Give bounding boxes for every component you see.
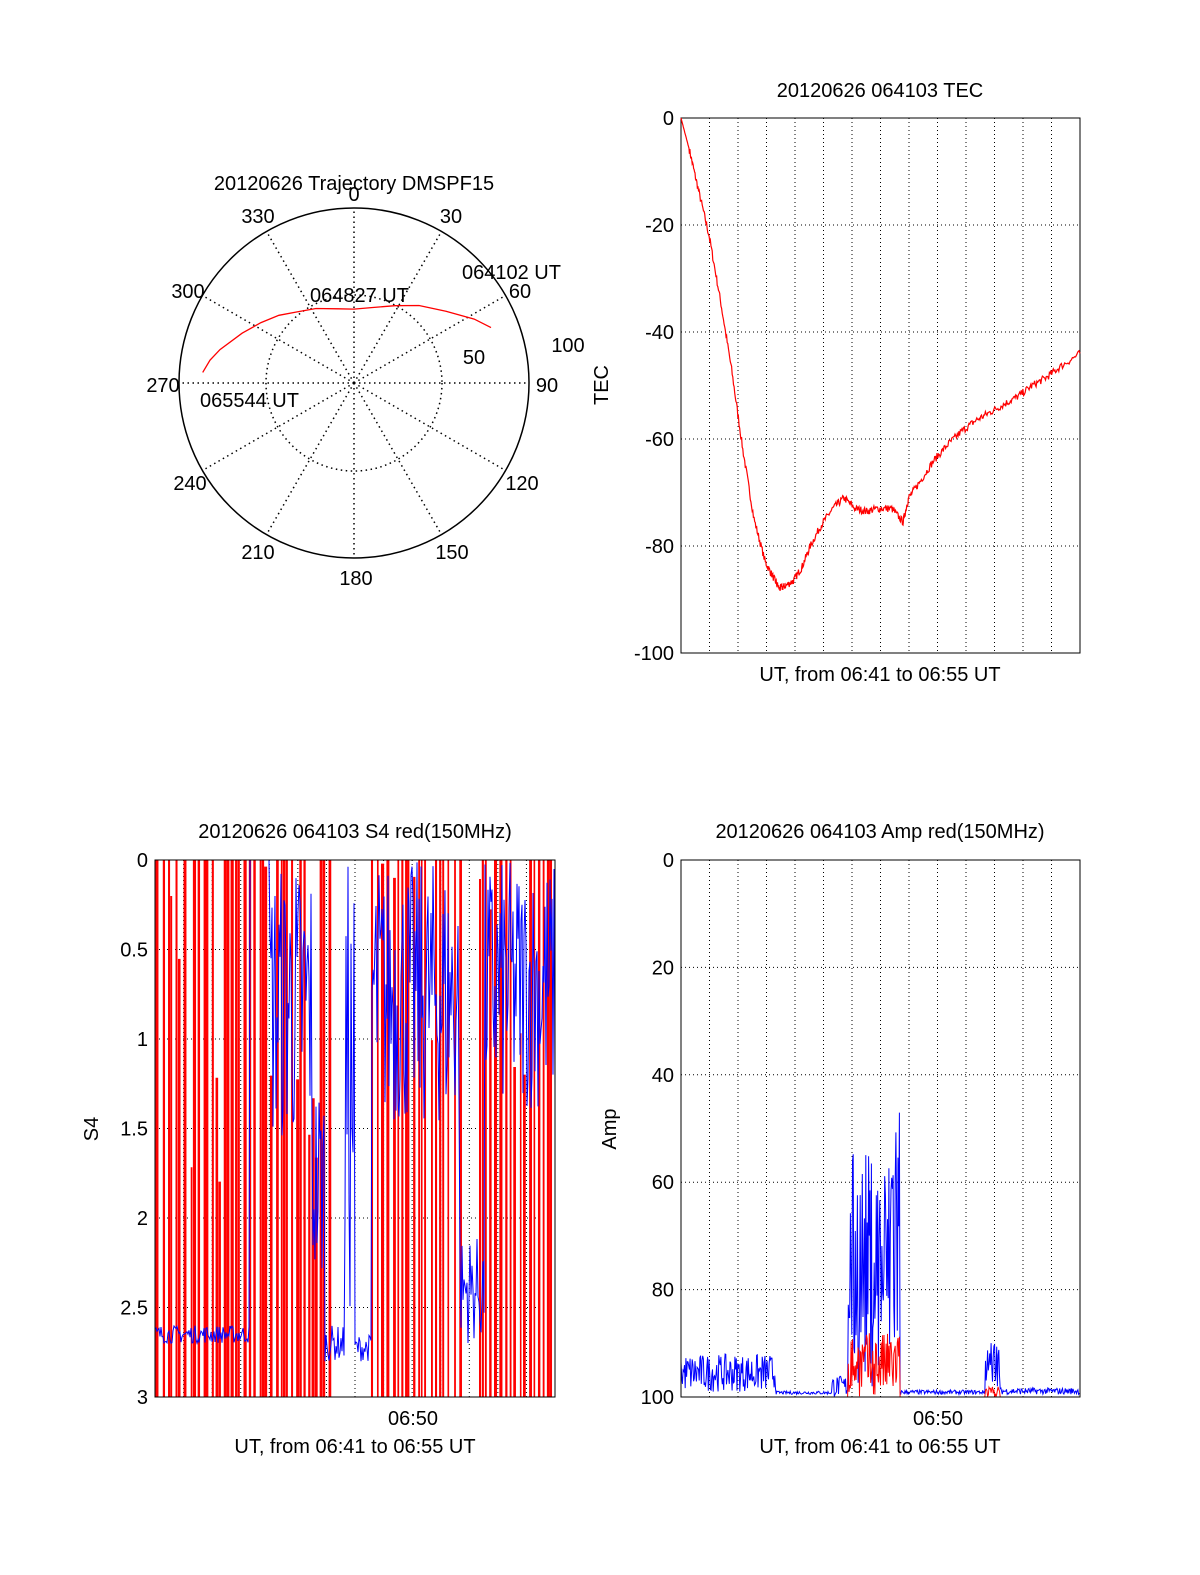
polar-trajectory-chart: 20120626 Trajectory DMSPF15 0 30 60 90 120 15… (146, 173, 584, 590)
s4-chart: 20120626 064103 S4 red(150MHz) 0 0.5 1 1.5 2… (81, 821, 556, 1458)
amp-y-tick-labels: 0 20 40 60 80 100 (641, 850, 674, 1409)
s4-y-tick-6: 3 (137, 1387, 148, 1409)
tec-y-tick-labels: 0 -20 -40 -60 -80 -100 (634, 108, 674, 665)
polar-angle-label-210: 210 (241, 542, 274, 564)
tec-grid (681, 118, 1080, 653)
polar-annotation-end: 065544 UT (200, 390, 299, 412)
polar-angle-label-120: 120 (505, 473, 538, 495)
s4-y-tick-5: 2.5 (120, 1298, 148, 1320)
polar-spoke-30 (353, 231, 443, 384)
polar-spoke-300 (202, 294, 355, 384)
polar-spoke-150 (353, 382, 443, 535)
amp-y-tick-4: 80 (652, 1280, 674, 1302)
amp-y-tick-0: 0 (663, 850, 674, 872)
amp-x-tick-label: 06:50 (913, 1408, 963, 1430)
polar-angle-label-330: 330 (241, 206, 274, 228)
tec-y-tick-4: -80 (645, 536, 674, 558)
amp-title: 20120626 064103 Amp red(150MHz) (715, 821, 1044, 843)
polar-spoke-240 (202, 382, 355, 472)
s4-y-tick-4: 2 (137, 1208, 148, 1230)
s4-blue-series (154, 859, 556, 1362)
amp-y-tick-3: 60 (652, 1172, 674, 1194)
polar-title: 20120626 Trajectory DMSPF15 (214, 173, 494, 195)
polar-spoke-120 (353, 382, 506, 472)
polar-annotation-start: 064102 UT (462, 262, 561, 284)
tec-y-tick-1: -20 (645, 215, 674, 237)
polar-outer-circle (178, 207, 530, 559)
polar-angle-label-270: 270 (146, 375, 179, 397)
tec-chart: 20120626 064103 TEC 0 -20 -40 -60 -80 -100 TE… (591, 80, 1081, 686)
tec-y-tick-3: -60 (645, 429, 674, 451)
s4-title: 20120626 064103 S4 red(150MHz) (198, 821, 512, 843)
amp-chart: 20120626 064103 Amp red(150MHz) 0 20 40 60 8… (599, 821, 1081, 1458)
polar-angle-label-150: 150 (435, 542, 468, 564)
tec-y-tick-0: 0 (663, 108, 674, 130)
polar-angle-label-0: 0 (348, 184, 359, 206)
amp-y-tick-5: 100 (641, 1387, 674, 1409)
amp-x-axis-label: UT, from 06:41 to 06:55 UT (759, 1436, 1000, 1458)
s4-x-tick-label: 06:50 (388, 1408, 438, 1430)
polar-angle-labels: 0 30 60 90 120 150 180 210 240 270 300 330 (146, 184, 558, 590)
polar-spokes (179, 208, 529, 558)
polar-ring-label-50: 50 (463, 347, 485, 369)
s4-x-axis-label: UT, from 06:41 to 06:55 UT (234, 1436, 475, 1458)
s4-y-tick-labels: 0 0.5 1 1.5 2 2.5 3 (120, 850, 148, 1409)
polar-angle-label-240: 240 (173, 473, 206, 495)
amp-y-axis-label: Amp (599, 1108, 621, 1149)
s4-plot-frame (154, 859, 556, 1398)
amp-y-tick-1: 20 (652, 957, 674, 979)
polar-ring-50 (265, 294, 443, 472)
polar-spoke-60 (353, 294, 506, 384)
polar-angle-label-60: 60 (509, 281, 531, 303)
tec-series-line (680, 117, 1081, 591)
polar-spoke-210 (265, 382, 355, 535)
tec-y-axis-label: TEC (591, 365, 613, 405)
tec-title: 20120626 064103 TEC (777, 80, 983, 102)
tec-plot-frame (680, 117, 1081, 654)
tec-x-axis-label: UT, from 06:41 to 06:55 UT (759, 664, 1000, 686)
amp-blue-series (680, 1112, 1080, 1397)
s4-y-tick-1: 0.5 (120, 940, 148, 962)
polar-angle-label-30: 30 (440, 206, 462, 228)
tec-y-tick-2: -40 (645, 322, 674, 344)
polar-ring-label-100: 100 (551, 335, 584, 357)
polar-angle-label-90: 90 (536, 375, 558, 397)
tec-y-tick-5: -100 (634, 643, 674, 665)
polar-angle-label-180: 180 (339, 568, 372, 590)
polar-trajectory-line (202, 304, 492, 373)
s4-y-tick-3: 1.5 (120, 1119, 148, 1141)
s4-y-tick-0: 0 (137, 850, 148, 872)
amp-plot-frame (680, 859, 1081, 1398)
polar-annotation-mid: 064827 UT (310, 285, 409, 307)
s4-y-axis-label: S4 (81, 1117, 103, 1141)
polar-angle-label-300: 300 (171, 281, 204, 303)
s4-y-tick-2: 1 (137, 1029, 148, 1051)
polar-spoke-330 (265, 231, 355, 384)
amp-y-tick-2: 40 (652, 1065, 674, 1087)
amp-grid (681, 860, 1080, 1397)
